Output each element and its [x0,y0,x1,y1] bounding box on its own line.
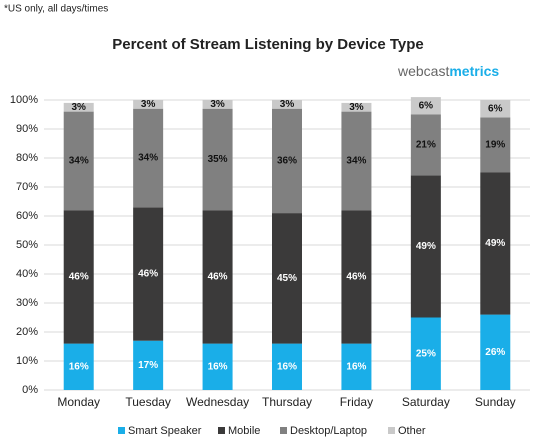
y-tick-label: 20% [16,326,38,338]
data-label: 16% [346,361,366,372]
data-label: 34% [69,156,89,167]
data-label: 16% [208,361,228,372]
x-tick-label: Monday [57,395,100,409]
x-tick-label: Wednesday [186,395,249,409]
bar-segment [480,117,511,173]
bar-segment [133,108,164,208]
bar-segment [341,343,372,390]
legend-label: Desktop/Laptop [290,425,367,437]
bar-segment [272,100,302,109]
data-label: 49% [485,238,505,249]
data-label: 46% [69,272,89,283]
logo: webcastmetrics [397,63,499,79]
data-label: 3% [210,99,225,110]
y-tick-label: 60% [16,210,38,222]
bar-segment [202,108,233,211]
data-label: 45% [277,273,297,284]
bar-segment [63,210,94,344]
data-label: 46% [346,272,366,283]
bar-segment [410,97,441,115]
y-tick-label: 70% [16,181,38,193]
y-tick-label: 10% [16,355,38,367]
x-tick-label: Thursday [262,395,312,409]
bar-segment [63,111,94,211]
y-tick-label: 90% [16,123,38,135]
legend-swatch [280,427,287,434]
y-tick-label: 80% [16,152,38,164]
bar-segment [410,317,441,390]
y-tick-label: 30% [16,297,38,309]
bar-segment [480,100,511,118]
data-label: 25% [416,348,436,359]
x-tick-label: Friday [340,395,373,409]
legend-swatch [388,427,395,434]
bar-segment [63,102,94,112]
y-tick-label: 40% [16,268,38,280]
bar-segment [202,210,233,344]
data-label: 46% [138,269,158,280]
data-label: 46% [208,272,228,283]
data-label: 17% [138,360,158,371]
x-tick-label: Saturday [402,395,450,409]
data-label: 16% [69,361,89,372]
y-tick-label: 0% [22,384,38,396]
data-label: 3% [141,99,156,110]
bar-segment [272,343,302,390]
legend-label: Mobile [228,425,260,437]
data-label: 19% [485,140,505,151]
bar-segment [410,114,441,176]
legend-label: Other [398,425,426,437]
data-label: 21% [416,140,436,151]
data-label: 36% [277,156,297,167]
data-label: 3% [349,102,364,113]
bar-segment [341,111,372,211]
data-label: 6% [419,100,434,111]
bar-segment [133,207,164,341]
y-tick-label: 50% [16,239,38,251]
data-label: 34% [138,153,158,164]
chart-title: Percent of Stream Listening by Device Ty… [112,36,423,53]
data-label: 35% [208,154,228,165]
bar-segment [202,100,233,109]
bar-segment [272,213,302,344]
legend-swatch [218,427,225,434]
data-label: 6% [488,103,503,114]
bar-segment [133,100,164,109]
bar-segment [480,172,511,315]
legend-label: Smart Speaker [128,425,202,437]
bar-segment [202,343,233,390]
data-label: 3% [280,99,295,110]
bar-segment [410,175,441,318]
data-label: 3% [71,102,86,113]
data-label: 34% [346,156,366,167]
y-tick-label: 100% [10,94,38,106]
logo-part: webcast [397,63,449,79]
logo-part: metrics [449,63,499,79]
bar-segment [341,102,372,112]
x-tick-label: Sunday [475,395,516,409]
bar-segment [480,314,511,390]
bar-segment [63,343,94,390]
bar-segment [272,108,302,214]
data-label: 49% [416,241,436,252]
bar-segment [341,210,372,344]
data-label: 26% [485,347,505,358]
legend-swatch [118,427,125,434]
bar-segment [133,340,164,390]
data-label: 16% [277,361,297,372]
note: *US only, all days/times [4,4,108,15]
x-tick-label: Tuesday [125,395,171,409]
